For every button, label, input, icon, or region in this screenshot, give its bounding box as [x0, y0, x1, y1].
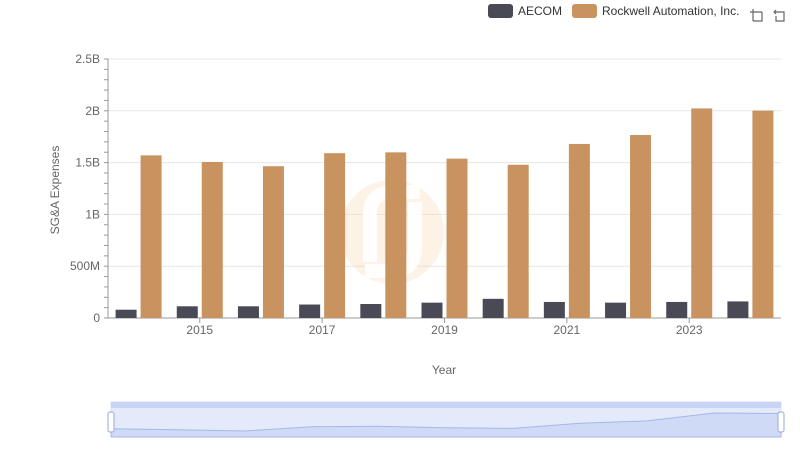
legend-item-rockwell[interactable]: Rockwell Automation, Inc.: [572, 4, 739, 18]
y-tick-label: 1B: [85, 207, 100, 221]
zoom-slider[interactable]: [107, 401, 785, 438]
bar-rockwell-2023[interactable]: [691, 108, 713, 318]
x-tick-label: 2017: [309, 323, 336, 337]
bar-rockwell-2022[interactable]: [630, 135, 652, 318]
bar-rockwell-2024[interactable]: [752, 110, 774, 318]
y-axis-title: SG&A Expenses: [48, 146, 62, 235]
y-tick-label: 1.5B: [75, 156, 100, 170]
bar-series: [115, 108, 774, 318]
zoom-slider-preview: [110, 412, 782, 438]
bar-aecom-2020[interactable]: [482, 298, 504, 318]
bar-rockwell-2015[interactable]: [201, 161, 223, 318]
zoom-slider-handle-left[interactable]: [107, 411, 115, 433]
x-tick-label: 2019: [431, 323, 458, 337]
bar-aecom-2023[interactable]: [666, 301, 688, 318]
y-tick-label: 2.5B: [75, 52, 100, 66]
bar-rockwell-2018[interactable]: [385, 152, 407, 318]
bar-aecom-2016[interactable]: [237, 306, 259, 318]
legend-swatch-aecom: [488, 4, 513, 18]
x-axis: 2015 2017 2019 2021 2023: [108, 317, 781, 337]
legend-label-rockwell: Rockwell Automation, Inc.: [602, 4, 740, 18]
bar-rockwell-2019[interactable]: [446, 158, 468, 318]
bar-aecom-2017[interactable]: [299, 304, 321, 318]
x-tick-label: 2023: [676, 323, 703, 337]
bar-rockwell-2020[interactable]: [507, 164, 529, 318]
legend: AECOM Rockwell Automation, Inc.: [488, 4, 749, 18]
bar-aecom-2018[interactable]: [360, 304, 382, 318]
zoom-slider-top-bar[interactable]: [111, 402, 781, 408]
x-tick-label: 2015: [186, 323, 213, 337]
restore-icon[interactable]: [772, 7, 788, 23]
bar-aecom-2019[interactable]: [421, 302, 443, 318]
bar-rockwell-2014[interactable]: [140, 155, 162, 318]
zoom-select-icon[interactable]: [748, 7, 764, 23]
bar-aecom-2021[interactable]: [543, 301, 565, 318]
legend-item-aecom[interactable]: AECOM: [488, 4, 562, 18]
zoom-slider-handle-right[interactable]: [777, 411, 785, 433]
bar-aecom-2015[interactable]: [176, 306, 198, 318]
legend-label-aecom: AECOM: [518, 4, 563, 18]
legend-swatch-rockwell: [572, 4, 598, 18]
bar-rockwell-2017[interactable]: [324, 153, 346, 318]
bar-aecom-2022[interactable]: [605, 302, 627, 318]
bar-aecom-2014[interactable]: [115, 309, 137, 318]
bar-aecom-2024[interactable]: [727, 301, 749, 318]
y-tick-label: 0: [93, 311, 100, 325]
bar-rockwell-2021[interactable]: [568, 143, 590, 318]
y-tick-label: 2B: [85, 104, 100, 118]
x-axis-title: Year: [432, 363, 456, 377]
x-tick-label: 2021: [554, 323, 581, 337]
y-tick-label: 500M: [70, 259, 100, 273]
y-axis: 0 500M 1B 1.5B 2B 2.5B: [70, 52, 109, 325]
chart-toolbar: [748, 7, 788, 23]
bar-rockwell-2016[interactable]: [262, 166, 284, 318]
